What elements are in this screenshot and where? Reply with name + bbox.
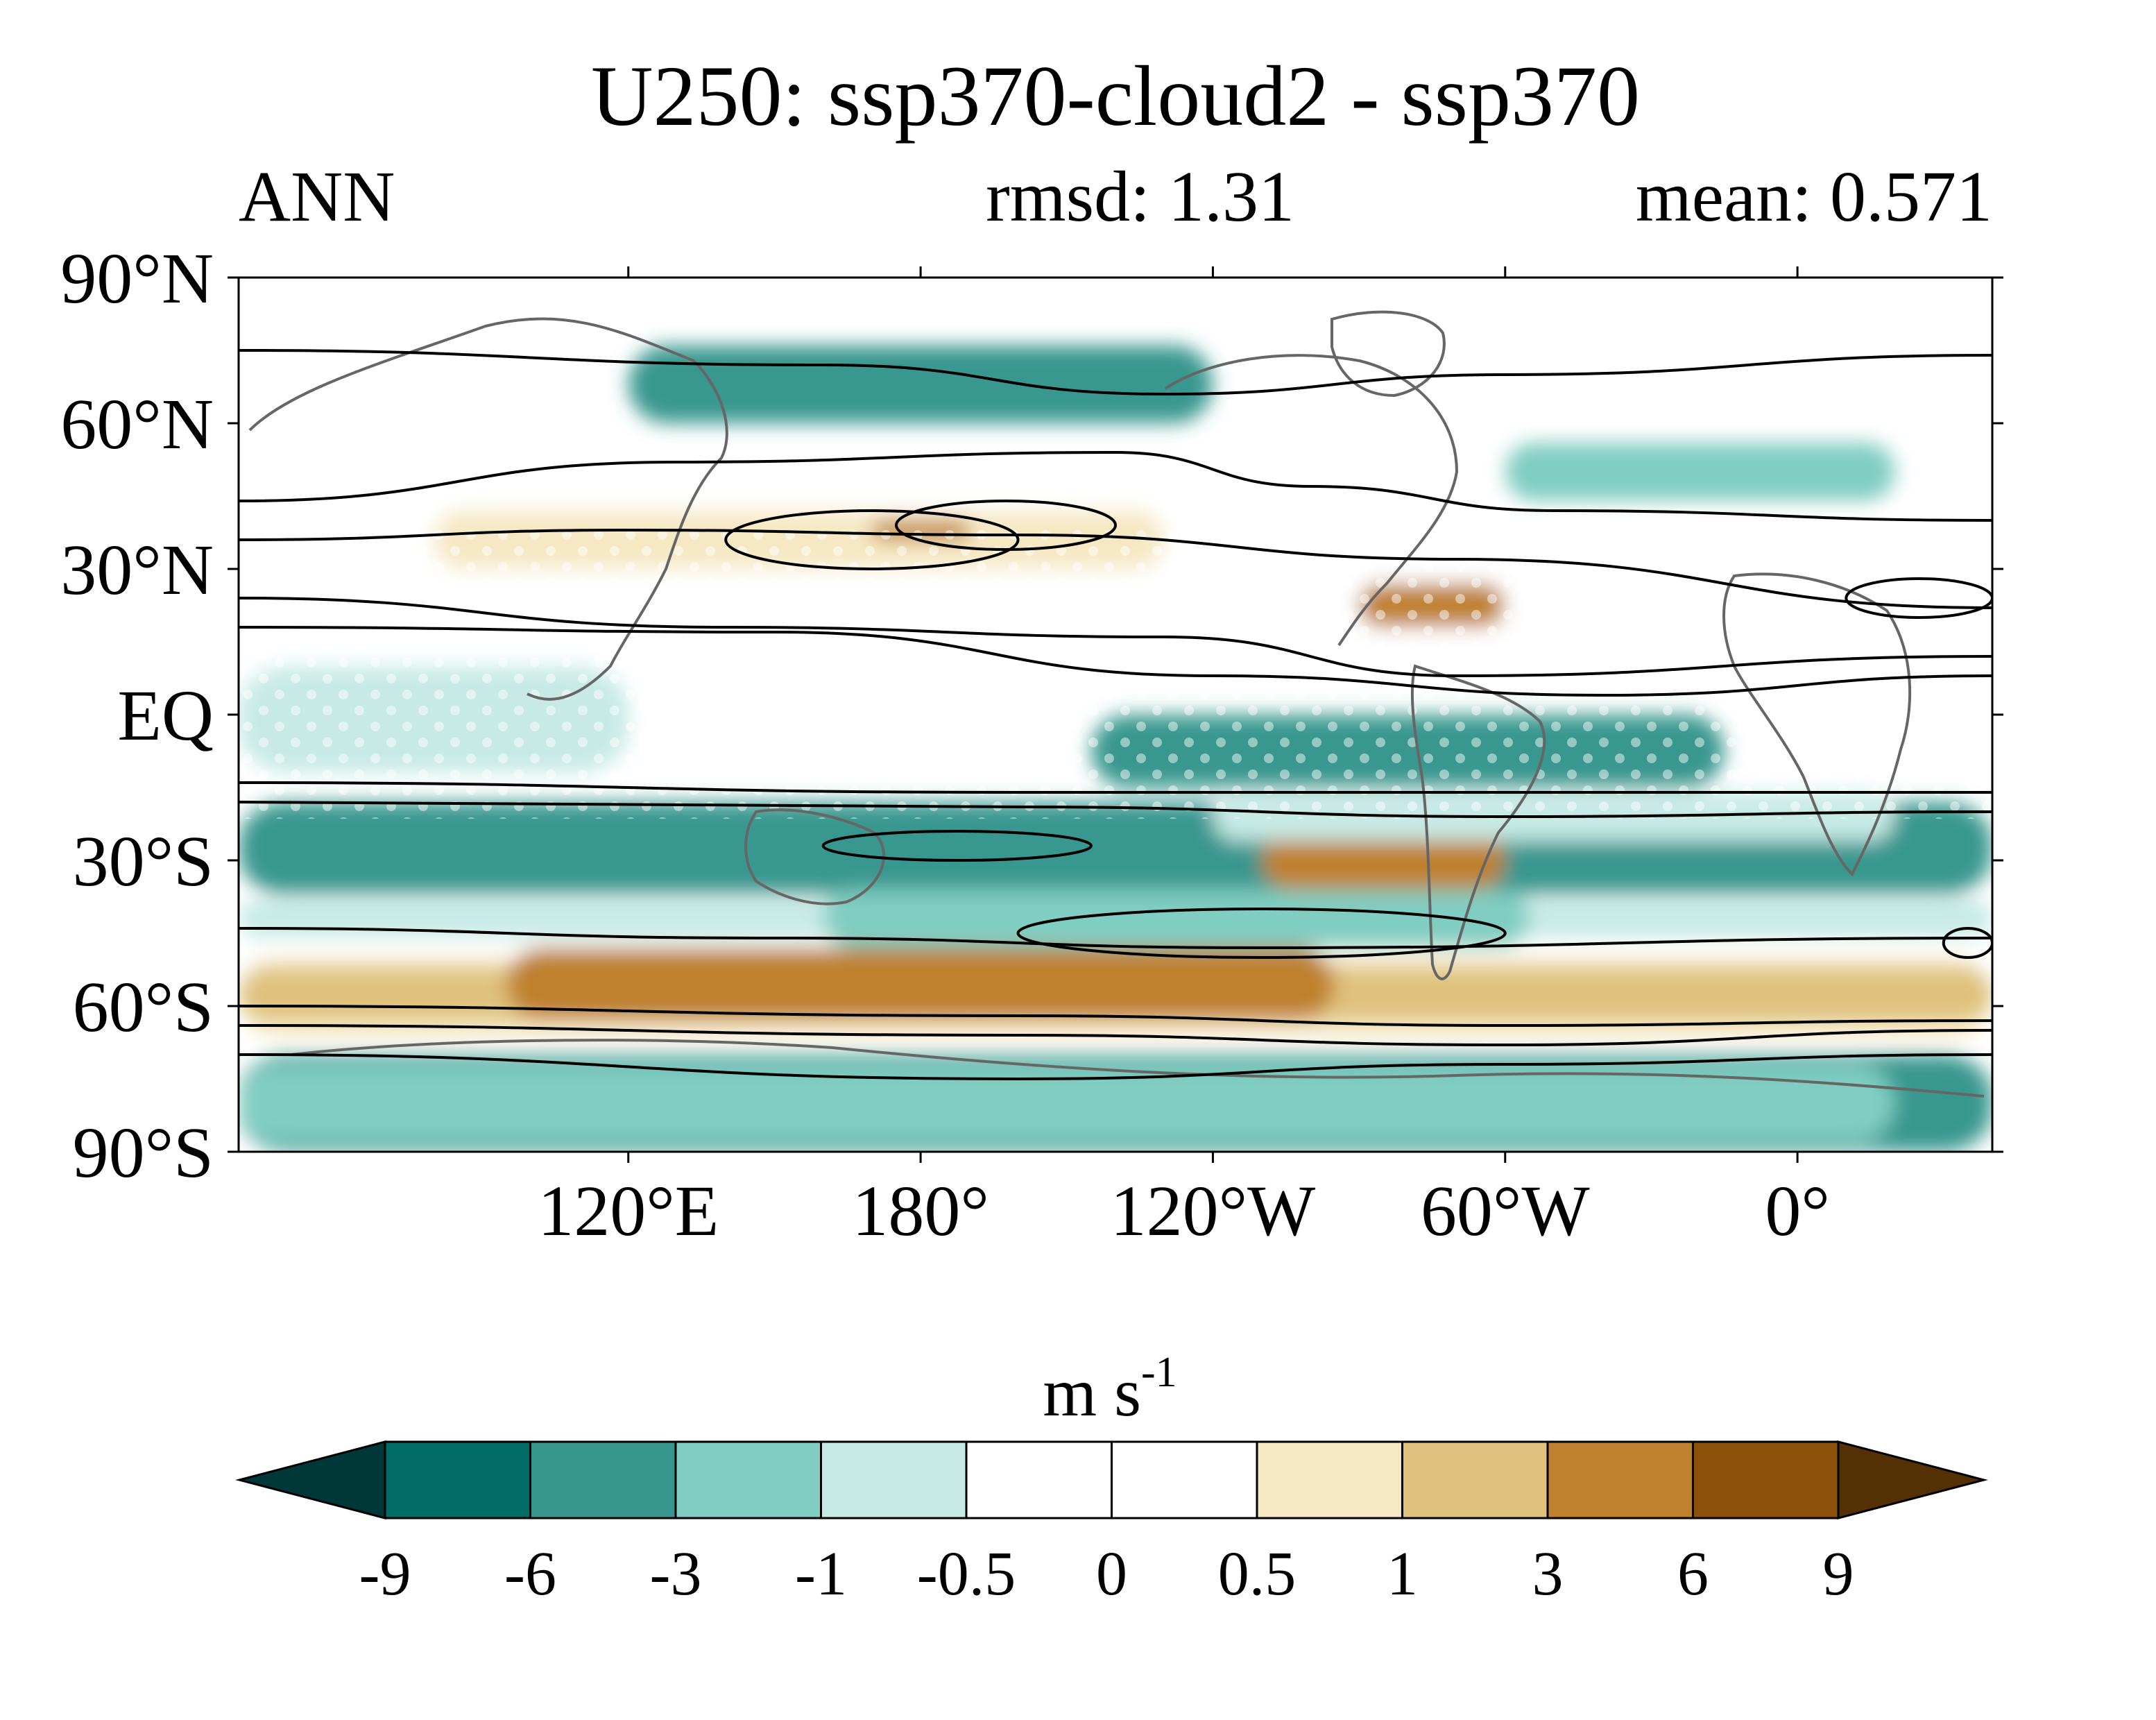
colorbar-extend-low bbox=[235, 1440, 386, 1519]
y-tick-label-0: 90°N bbox=[60, 239, 214, 318]
colorbar-tick-label-2: -3 bbox=[650, 1540, 702, 1608]
colorbar-tick-label-9: 6 bbox=[1677, 1540, 1709, 1608]
colorbar-unit-base: m s bbox=[1043, 1354, 1141, 1431]
contour-line-3 bbox=[239, 597, 1992, 678]
y-tick-label-4: 30°S bbox=[73, 821, 214, 901]
colorbar-box-7 bbox=[1401, 1440, 1549, 1519]
x-tick-label-0: 120°E bbox=[538, 1171, 719, 1251]
coastline-greenland bbox=[1331, 310, 1446, 398]
contour-line-0 bbox=[239, 349, 1992, 396]
contour-line-9 bbox=[239, 1024, 1992, 1047]
x-axis-tick-labels: 120°E 180° 120°W 60°W 0° bbox=[538, 1171, 1830, 1251]
contour-core-3 bbox=[1016, 908, 1507, 959]
colorbar-tick-labels: -9 -6 -3 -1 -0.5 0 0.5 1 3 6 9 bbox=[359, 1540, 1854, 1608]
climatology-contours bbox=[239, 349, 1992, 1081]
field-region-11 bbox=[1261, 831, 1505, 889]
contour-line-2 bbox=[239, 528, 1992, 609]
field-region-10 bbox=[823, 889, 1530, 948]
colorbar-box-3 bbox=[820, 1440, 968, 1519]
colorbar bbox=[235, 1440, 1988, 1519]
colorbar-box-1 bbox=[529, 1440, 677, 1519]
colorbar-box-4 bbox=[965, 1440, 1113, 1519]
field-region-20 bbox=[1505, 443, 1895, 501]
colorbar-unit-exponent: -1 bbox=[1141, 1349, 1177, 1396]
coastline-australia bbox=[744, 808, 886, 905]
colorbar-tick-label-0: -9 bbox=[359, 1540, 411, 1608]
y-tick-label-3: EQ bbox=[117, 676, 214, 756]
colorbar-box-2 bbox=[674, 1440, 822, 1519]
coastline-north-america bbox=[1164, 354, 1459, 647]
contour-core-2 bbox=[821, 830, 1093, 862]
y-tick-label-5: 60°S bbox=[73, 967, 214, 1047]
colorbar-tick-label-3: -1 bbox=[795, 1540, 847, 1608]
colorbar-tick-label-4: -0.5 bbox=[917, 1540, 1016, 1608]
x-tick-label-2: 120°W bbox=[1111, 1171, 1316, 1251]
contour-core-0 bbox=[724, 509, 1020, 570]
field-region-21 bbox=[628, 346, 1213, 423]
coastline-antarctica bbox=[291, 1039, 1985, 1098]
y-axis-tick-labels: 90°N 60°N 30°N EQ 30°S 60°S 90°S bbox=[60, 239, 214, 1193]
field-region-6 bbox=[506, 948, 1335, 1021]
colorbar-box-0 bbox=[384, 1440, 531, 1519]
contour-core-4 bbox=[1845, 577, 1992, 619]
colorbar-tick-label-1: -6 bbox=[504, 1540, 556, 1608]
contour-core-1 bbox=[895, 500, 1117, 551]
colorbar-unit: m s-1 bbox=[1043, 1349, 1177, 1431]
y-tick-label-6: 90°S bbox=[73, 1113, 214, 1193]
contour-line-10 bbox=[239, 1053, 1992, 1081]
coastlines bbox=[248, 310, 1985, 1098]
contour-line-4 bbox=[239, 626, 1992, 697]
season-label: ANN bbox=[239, 157, 395, 237]
colorbar-tick-label-6: 0.5 bbox=[1218, 1540, 1297, 1608]
colorbar-box-6 bbox=[1256, 1440, 1403, 1519]
x-tick-label-3: 60°W bbox=[1421, 1171, 1590, 1251]
field-region-1 bbox=[239, 1064, 1895, 1142]
colorbar-box-5 bbox=[1111, 1440, 1258, 1519]
contour-line-5 bbox=[239, 781, 1992, 794]
colorbar-tick-label-7: 1 bbox=[1387, 1540, 1418, 1608]
colorbar-tick-label-8: 3 bbox=[1532, 1540, 1564, 1608]
colorbar-tick-label-5: 0 bbox=[1096, 1540, 1127, 1608]
contour-line-1 bbox=[239, 450, 1992, 522]
rmsd-label: rmsd: 1.31 bbox=[986, 157, 1294, 237]
y-tick-label-1: 60°N bbox=[60, 384, 214, 464]
coastline-south-america bbox=[1410, 664, 1546, 980]
x-tick-label-1: 180° bbox=[852, 1171, 989, 1251]
colorbar-tick-label-10: 9 bbox=[1823, 1540, 1854, 1608]
colorbar-extend-high bbox=[1837, 1440, 1988, 1519]
x-tick-label-4: 0° bbox=[1765, 1171, 1830, 1251]
y-tick-label-2: 30°N bbox=[60, 530, 214, 610]
colorbar-box-8 bbox=[1546, 1440, 1694, 1519]
map-panel bbox=[228, 266, 2003, 1163]
colorbar-box-9 bbox=[1692, 1440, 1840, 1519]
contour-line-8 bbox=[239, 1005, 1992, 1028]
mean-label: mean: 0.571 bbox=[1636, 157, 1992, 237]
axis-tick-marks bbox=[228, 266, 2003, 1163]
coastline-eurasia bbox=[248, 317, 728, 701]
contour-core-5 bbox=[1942, 927, 1992, 959]
chart-title: U250: ssp370-cloud2 - ssp370 bbox=[591, 49, 1640, 144]
contour-line-6 bbox=[239, 801, 1992, 819]
